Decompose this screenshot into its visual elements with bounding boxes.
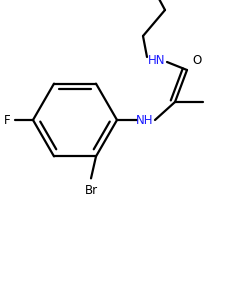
Text: O: O xyxy=(191,54,201,67)
Text: F: F xyxy=(4,113,10,126)
Text: Br: Br xyxy=(84,184,97,197)
Text: HN: HN xyxy=(148,54,165,67)
Text: NH: NH xyxy=(136,113,153,126)
